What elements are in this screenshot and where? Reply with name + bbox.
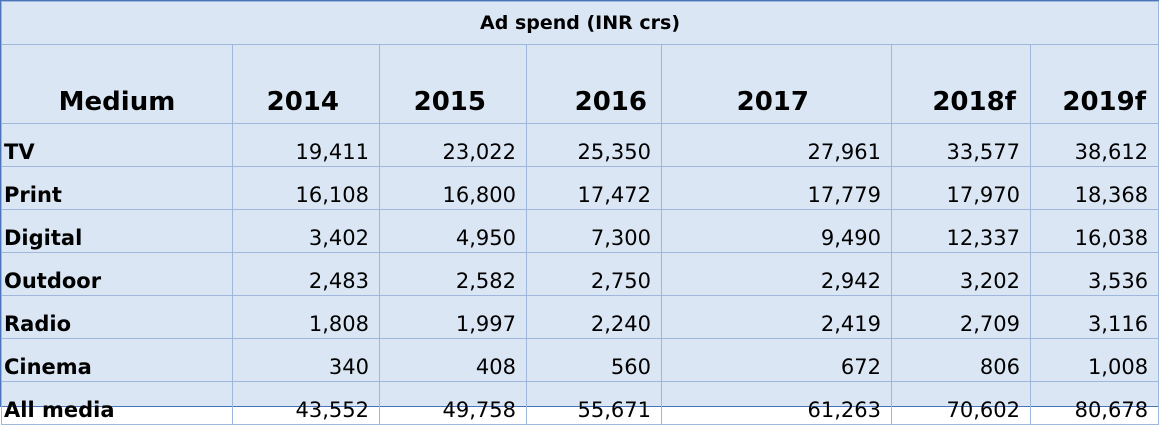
table-cell: 560 [526,338,662,382]
header-row: Medium 2014 2015 2016 2017 2018f 2019f [1,44,1159,124]
table-cell: 16,108 [232,166,380,210]
table-cell: 3,202 [891,252,1031,296]
table-row: Radio 1,808 1,997 2,240 2,419 2,709 3,116 [1,295,1159,339]
table-title: Ad spend (INR crs) [0,1,1159,45]
table-cell: 80,678 [1029,381,1159,425]
table-row: Cinema 340 408 560 672 806 1,008 [1,338,1159,382]
table-cell: 2,483 [232,252,380,296]
table-cell: 3,402 [232,209,380,253]
table-body: TV 19,411 23,022 25,350 27,961 33,577 38,612 Pr… [1,123,1159,425]
table-row: TV 19,411 23,022 25,350 27,961 33,577 38,612 [1,123,1159,167]
table-cell: 672 [661,338,892,382]
column-header-2014: 2014 [232,44,380,124]
table-cell: 43,552 [232,381,380,425]
table-cell: 2,709 [891,295,1031,339]
table-cell: 23,022 [379,123,527,167]
table-row: Print 16,108 16,800 17,472 17,779 17,970 18,36… [1,166,1159,210]
table-cell: 33,577 [891,123,1031,167]
table-cell: 1,997 [379,295,527,339]
column-header-medium: Medium [1,44,233,124]
table-cell: 17,970 [891,166,1031,210]
table-cell: 7,300 [526,209,662,253]
column-header-2017: 2017 [661,44,892,124]
table-cell: 61,263 [661,381,892,425]
table-cell: 27,961 [661,123,892,167]
table-cell: 17,472 [526,166,662,210]
table-row: Digital 3,402 4,950 7,300 9,490 12,337 16,038 [1,209,1159,253]
table-cell: 408 [379,338,527,382]
table-cell: 9,490 [661,209,892,253]
table-cell: 2,582 [379,252,527,296]
row-label: TV [1,123,233,167]
title-row: Ad spend (INR crs) [0,1,1159,45]
table-cell: 70,602 [891,381,1031,425]
table-cell: 16,800 [379,166,527,210]
table-cell: 19,411 [232,123,380,167]
table-cell: 2,240 [526,295,662,339]
table-cell: 25,350 [526,123,662,167]
table-cell: 2,419 [661,295,892,339]
row-label: Radio [1,295,233,339]
table-cell: 3,116 [1029,295,1159,339]
table-row: Outdoor 2,483 2,582 2,750 2,942 3,202 3,536 [1,252,1159,296]
table-cell: 16,038 [1029,209,1159,253]
table-cell: 38,612 [1029,123,1159,167]
row-label: Print [1,166,233,210]
table-cell: 18,368 [1029,166,1159,210]
table-cell: 806 [891,338,1031,382]
row-label: Cinema [1,338,233,382]
table-cell: 2,750 [526,252,662,296]
column-header-2015: 2015 [379,44,527,124]
column-header-2019f: 2019f [1029,44,1159,124]
table-cell: 55,671 [526,381,662,425]
table-cell: 340 [232,338,380,382]
table-row: All media 43,552 49,758 55,671 61,263 70,602 8… [1,381,1159,425]
table-cell: 1,008 [1029,338,1159,382]
table-cell: 12,337 [891,209,1031,253]
table-cell: 3,536 [1029,252,1159,296]
row-label: Digital [1,209,233,253]
table-cell: 17,779 [661,166,892,210]
column-header-2016: 2016 [526,44,662,124]
column-header-2018f: 2018f [891,44,1031,124]
row-label: Outdoor [1,252,233,296]
table-cell: 49,758 [379,381,527,425]
table-cell: 2,942 [661,252,892,296]
row-label: All media [1,381,233,425]
table-cell: 1,808 [232,295,380,339]
table-cell: 4,950 [379,209,527,253]
